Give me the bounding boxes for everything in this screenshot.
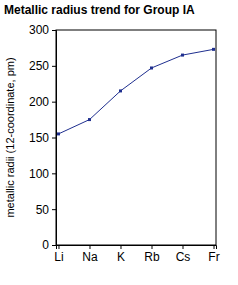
x-tick-label: Na (82, 250, 98, 264)
y-tick: 150 (29, 131, 56, 145)
x-tick-label: Cs (176, 250, 191, 264)
title: Metallic radius trend for Group IA (4, 3, 195, 17)
x-tick-mark (152, 245, 153, 249)
y-tick-label: 50 (36, 203, 50, 217)
marker (88, 118, 91, 121)
x-tick-mark (183, 245, 184, 249)
y-tick: 100 (29, 167, 56, 181)
x-tick-label: Li (54, 250, 63, 264)
x-tick-mark (120, 245, 121, 249)
line (58, 49, 213, 134)
marker (212, 48, 215, 51)
y-tick: 200 (29, 95, 56, 109)
y-tick-label: 200 (29, 95, 49, 109)
x-tick-mark (214, 245, 215, 249)
x-tick: Rb (144, 245, 160, 264)
x-tick-label: Fr (208, 250, 219, 264)
y-tick-mark (52, 209, 56, 210)
x-axis: Li Na K Rb Cs Fr (54, 245, 219, 264)
x-tick-mark (58, 245, 59, 249)
series (57, 48, 215, 136)
y-axis: 0 50 100 150 200 250 300 (29, 23, 57, 252)
marker (57, 132, 60, 135)
x-tick-label: Rb (144, 250, 160, 264)
x-tick: Na (82, 245, 98, 264)
y-tick: 50 (36, 203, 56, 217)
plot: 0 50 100 150 200 250 300 Li Na K Rb Cs Fr (29, 23, 220, 263)
x-tick: Fr (208, 245, 219, 264)
marker (181, 54, 184, 57)
x-axis-line (57, 246, 217, 250)
y-tick-label: 150 (29, 131, 49, 145)
y-tick-label: 250 (29, 59, 49, 73)
marker (119, 89, 122, 92)
y-tick: 300 (29, 23, 56, 37)
y-tick-mark (52, 173, 56, 174)
y-axis-line (52, 31, 57, 246)
x-tick: K (117, 245, 125, 264)
x-tick: Li (54, 245, 63, 264)
x-tick-mark (89, 245, 90, 249)
chart: Metallic radius trend for Group IA 0 50 100… (0, 0, 238, 285)
x-tick: Cs (176, 245, 191, 264)
marker (150, 66, 153, 69)
y-tick-mark (52, 102, 56, 103)
x-tick-label: K (117, 250, 125, 264)
y-tick-mark (52, 138, 56, 139)
y-tick-mark (52, 245, 56, 246)
y-tick-label: 300 (29, 23, 49, 37)
y-tick-label: 0 (42, 238, 49, 252)
plot-frame (56, 30, 216, 245)
y-tick-label: 100 (29, 167, 49, 181)
y-tick: 250 (29, 59, 56, 73)
y-tick-mark (52, 66, 56, 67)
y-axis-label: metallic radii (12-coordinate, pm) (4, 57, 16, 217)
y-tick-mark (52, 30, 56, 31)
